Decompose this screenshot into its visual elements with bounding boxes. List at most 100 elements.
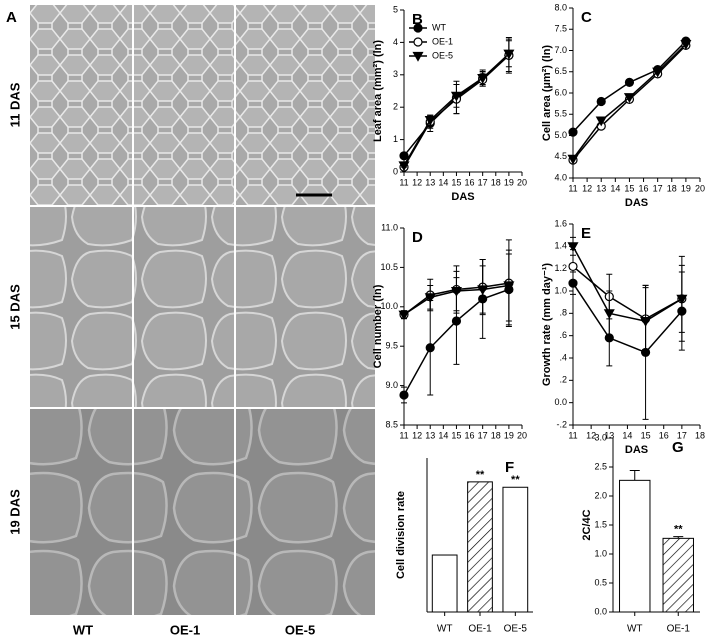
x-axis-label: DAS (625, 197, 648, 209)
y-tick-label: 9.0 (385, 380, 398, 390)
x-tick-label: 19 (504, 177, 514, 187)
marker (623, 93, 635, 103)
marker (567, 242, 579, 253)
x-tick-label: 15 (624, 183, 634, 193)
x-tick-label: 20 (695, 183, 705, 193)
x-tick-label: 18 (491, 177, 501, 187)
y-tick-label: 1.0 (594, 548, 607, 558)
y-tick-label: 2.5 (594, 461, 607, 471)
micrograph (30, 207, 132, 407)
x-tick-label: 16 (639, 183, 649, 193)
y-axis-label: Leaf area (mm²) (ln) (372, 40, 384, 142)
x-tick-label: 12 (582, 183, 592, 193)
y-tick-label: 5 (393, 4, 398, 14)
y-tick-label: -.2 (556, 419, 567, 429)
marker (596, 96, 606, 107)
y-tick-label: 7.5 (554, 24, 567, 34)
y-tick-label: 11.0 (381, 222, 398, 232)
x-tick-label: 15 (451, 430, 461, 440)
marker (503, 49, 515, 60)
x-tick-label: 12 (412, 177, 422, 187)
bar (431, 554, 458, 613)
series-line (572, 265, 683, 320)
x-tick-label: 12 (412, 430, 422, 440)
x-tick-label: 18 (695, 430, 705, 440)
x-tick-label: 18 (667, 183, 677, 193)
y-tick-label: 7.0 (554, 45, 567, 55)
marker (425, 343, 435, 353)
x-tick-label: 11 (399, 430, 408, 440)
bar (502, 486, 529, 613)
x-tick-label: 17 (677, 430, 687, 440)
y-tick-label: 5.5 (554, 109, 567, 119)
row-label: 11 DAS (7, 82, 22, 127)
y-tick-label: .8 (559, 308, 567, 318)
micrograph (236, 5, 375, 205)
x-tick-label: 14 (610, 183, 620, 193)
x-tick-label: 12 (586, 430, 596, 440)
micrograph (134, 409, 234, 615)
x-tick-label: 14 (622, 430, 632, 440)
micrograph (236, 207, 375, 407)
marker (477, 285, 489, 296)
y-tick-label: 0.5 (594, 577, 607, 587)
y-tick-label: 1.4 (554, 241, 567, 251)
y-axis-label: Cell area (µm²) (ln) (541, 45, 553, 142)
marker (568, 127, 578, 137)
y-tick-label: 10.5 (380, 262, 398, 272)
y-tick-label: .2 (559, 375, 567, 385)
x-tick-label: 13 (596, 183, 606, 193)
x-tick-label: OE-1 (468, 624, 492, 635)
micrograph (134, 5, 234, 205)
panel-label: E (581, 225, 591, 242)
y-tick-label: 1.6 (554, 218, 567, 228)
marker (640, 317, 652, 327)
y-tick-label: 10.0 (380, 301, 398, 311)
panel-label: D (412, 229, 423, 246)
marker (399, 151, 409, 161)
marker (568, 261, 578, 272)
x-tick-label: 20 (517, 177, 527, 187)
row-label: 15 DAS (7, 284, 22, 330)
micrograph (134, 207, 234, 407)
y-tick-label: 4 (393, 37, 398, 47)
micrographs (30, 5, 375, 615)
x-tick-label: 11 (568, 430, 577, 440)
x-tick-label: 20 (517, 430, 527, 440)
y-axis-label: Cell number (ln) (372, 284, 384, 368)
series-line (572, 282, 683, 354)
y-tick-label: 6.5 (554, 66, 567, 76)
marker (624, 77, 635, 87)
legend-label: OE-5 (432, 50, 453, 60)
x-tick-label: WT (627, 624, 643, 635)
panel-label: B (412, 11, 423, 28)
x-tick-label: OE-5 (504, 624, 528, 635)
x-tick-label: 11 (568, 183, 577, 193)
marker (451, 316, 462, 326)
y-axis-label: Growth rate (mm day⁻¹) (541, 263, 553, 386)
legend-label: WT (432, 22, 446, 32)
y-tick-label: 0 (393, 166, 398, 176)
x-tick-label: 15 (451, 177, 461, 187)
x-tick-label: WT (437, 624, 453, 635)
bar (467, 481, 493, 613)
bar (619, 479, 651, 613)
bar (662, 537, 694, 613)
marker (450, 286, 462, 297)
x-tick-label: OE-1 (667, 624, 691, 635)
micrograph (236, 409, 375, 615)
annotation: ** (674, 524, 683, 536)
y-tick-label: 1.5 (594, 519, 607, 529)
x-tick-label: 14 (438, 430, 448, 440)
y-tick-label: 6.0 (554, 87, 567, 97)
y-tick-label: 5.0 (554, 130, 567, 140)
marker (424, 293, 436, 304)
y-axis-label: 2C/4C (581, 509, 593, 540)
y-tick-label: 0.0 (554, 397, 567, 407)
marker (652, 67, 664, 78)
panel-label: F (505, 459, 514, 476)
y-tick-label: .6 (559, 330, 567, 340)
legend-marker (413, 23, 423, 33)
x-tick-label: 14 (438, 177, 448, 187)
x-tick-label: 18 (491, 430, 501, 440)
